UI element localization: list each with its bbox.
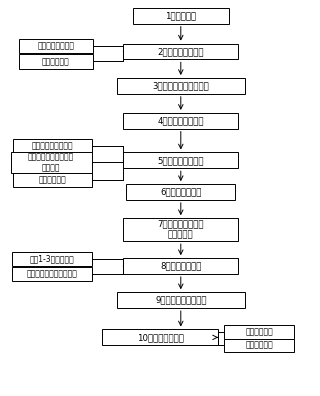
Text: 铺设界面标高标记: 铺设界面标高标记 [37, 42, 75, 51]
Text: 环绕连接侧体和四侧边
接筋布设: 环绕连接侧体和四侧边 接筋布设 [28, 152, 74, 172]
Bar [19, 39, 93, 53]
Bar [224, 325, 294, 339]
Text: 设置螺栋局标定位孔: 设置螺栋局标定位孔 [32, 141, 74, 150]
Bar [19, 54, 93, 69]
Bar [13, 139, 92, 153]
Text: 设置钒筋支架: 设置钒筋支架 [39, 175, 67, 184]
Bar [123, 152, 238, 168]
Bar [11, 152, 92, 173]
Bar [12, 267, 92, 281]
Bar [123, 218, 238, 241]
Text: 设剁1-3道限位条板: 设剁1-3道限位条板 [29, 255, 74, 263]
Bar [123, 258, 238, 274]
Bar [224, 339, 294, 352]
Text: 10、密封条带粘贴: 10、密封条带粘贴 [137, 333, 183, 342]
Bar [126, 184, 235, 200]
Bar [133, 8, 229, 24]
Text: 7、柱顶预制及上部
连接筋设置: 7、柱顶预制及上部 连接筋设置 [157, 220, 204, 240]
Text: 4、柱底减震层铺设: 4、柱底减震层铺设 [157, 116, 204, 125]
Text: 折散辅助支架: 折散辅助支架 [245, 327, 273, 336]
Text: 9、后浇混凝土层施工: 9、后浇混凝土层施工 [155, 296, 206, 305]
Text: 设置连接钒筋: 设置连接钒筋 [42, 57, 70, 66]
Bar [102, 329, 218, 345]
Bar [117, 78, 245, 94]
Text: 3、钟筋混凝土基础施工: 3、钟筋混凝土基础施工 [152, 82, 209, 90]
Text: 设定密封条务: 设定密封条务 [245, 341, 273, 350]
Bar [12, 252, 92, 266]
Text: 2、预制装配柱制备: 2、预制装配柱制备 [157, 47, 204, 56]
Text: 粘位布板与补强角钒固接: 粘位布板与补强角钒固接 [27, 270, 77, 278]
Text: 8、限位箍板设置: 8、限位箍板设置 [160, 262, 202, 270]
Bar [123, 44, 238, 59]
Text: 5、预制装备柱吴装: 5、预制装备柱吴装 [157, 156, 204, 165]
Bar [123, 113, 238, 129]
Bar [13, 173, 92, 187]
Text: 1、施工准备: 1、施工准备 [165, 11, 196, 20]
Bar [117, 292, 245, 308]
Text: 6、后注浆体施工: 6、后注浆体施工 [160, 188, 202, 196]
